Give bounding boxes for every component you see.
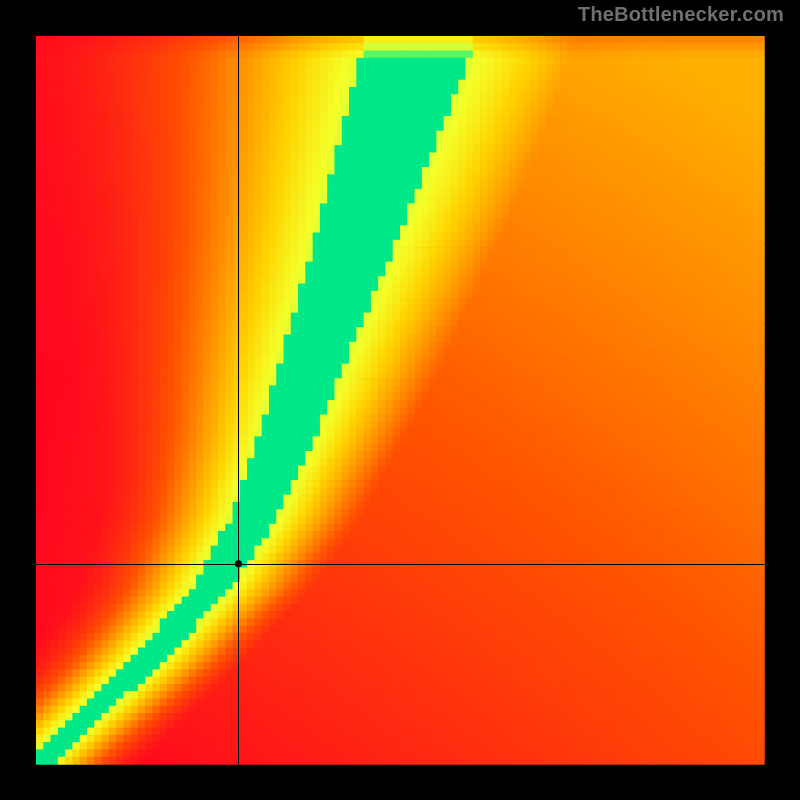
bottleneck-heatmap — [0, 0, 800, 800]
watermark-text: TheBottlenecker.com — [578, 4, 784, 27]
figure-root: TheBottlenecker.com — [0, 0, 800, 800]
